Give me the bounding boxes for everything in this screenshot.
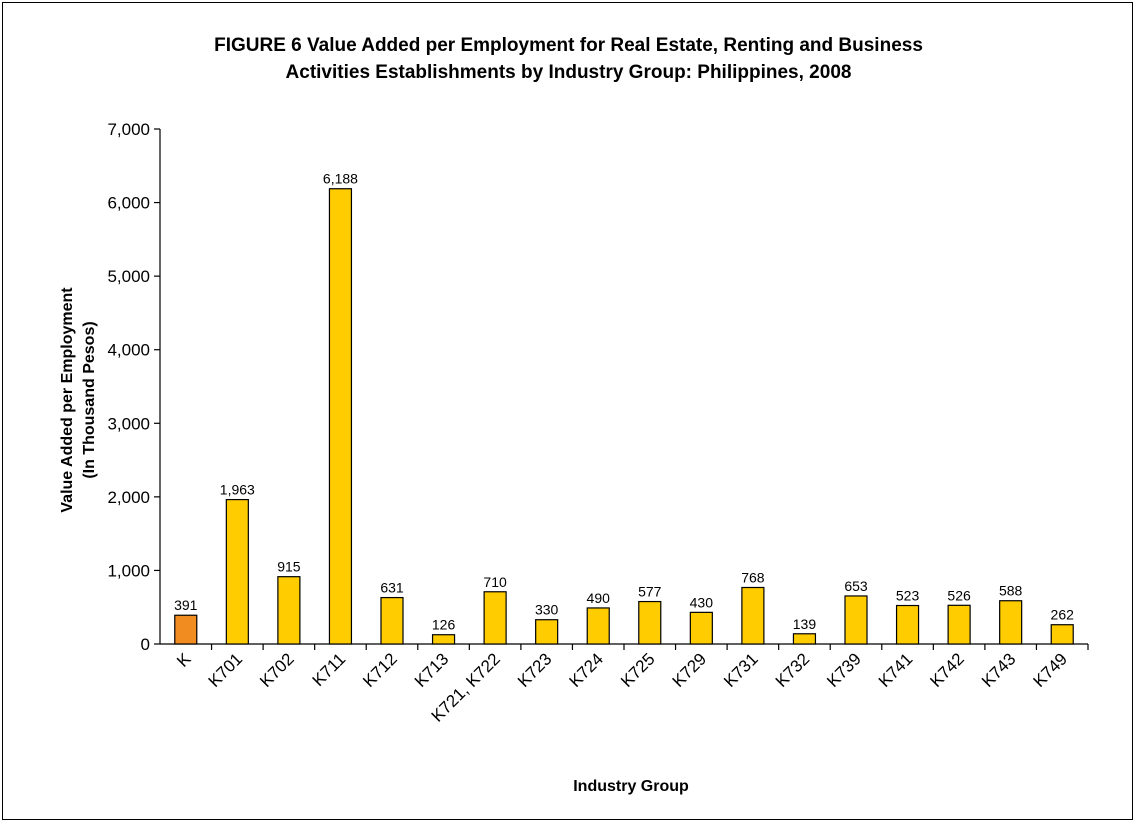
x-tick-label: K711 bbox=[309, 649, 350, 690]
bar-k721-k722 bbox=[483, 591, 507, 645]
data-label: 430 bbox=[690, 594, 714, 610]
bar-k741 bbox=[895, 604, 920, 645]
y-tick-label: 3,000 bbox=[107, 414, 150, 433]
bar-k723 bbox=[535, 619, 559, 645]
y-tick-label: 4,000 bbox=[107, 341, 150, 360]
data-label: 391 bbox=[174, 597, 198, 613]
y-tick-label: 6,000 bbox=[107, 194, 150, 213]
bar-k bbox=[174, 614, 198, 645]
data-label: 631 bbox=[380, 580, 404, 596]
bar-k731 bbox=[741, 586, 765, 645]
x-tick-label: K701 bbox=[205, 649, 247, 691]
data-label: 1,963 bbox=[220, 482, 255, 498]
y-tick-label: 7,000 bbox=[107, 120, 150, 139]
data-label: 588 bbox=[999, 583, 1023, 599]
y-tick-label: 1,000 bbox=[107, 561, 150, 580]
bar-k742 bbox=[947, 604, 971, 645]
x-tick-label: K742 bbox=[926, 649, 968, 691]
chart-title-line1: FIGURE 6 Value Added per Employment for … bbox=[214, 35, 923, 56]
plot-area: 0 1,000 2,000 3,000 4,000 5,000 6,000 7,000 391 K… bbox=[107, 120, 1089, 726]
y-axis-title-line2: (In Thousand Pesos) bbox=[81, 321, 98, 478]
x-tick-label: K743 bbox=[978, 649, 1020, 691]
x-tick-label: K741 bbox=[875, 649, 917, 691]
x-tick-label: K702 bbox=[256, 649, 298, 691]
x-tick-label: K739 bbox=[823, 649, 865, 691]
bar-k712 bbox=[380, 596, 404, 645]
data-label: 139 bbox=[793, 616, 817, 632]
bar-k702 bbox=[277, 576, 301, 645]
bar-k749 bbox=[1050, 624, 1074, 645]
bar-k711 bbox=[328, 188, 353, 645]
x-tick-label: K713 bbox=[411, 649, 453, 691]
x-tick-label: K725 bbox=[617, 649, 659, 691]
x-tick-label: K729 bbox=[669, 649, 711, 691]
x-tick-label: K723 bbox=[514, 649, 556, 691]
data-label: 768 bbox=[741, 569, 765, 585]
data-label: 523 bbox=[896, 588, 920, 604]
data-label: 6,188 bbox=[323, 171, 358, 187]
data-label: 262 bbox=[1051, 607, 1075, 623]
x-tick-label: K731 bbox=[720, 649, 762, 691]
x-tick-label: K732 bbox=[772, 649, 814, 691]
x-tick-label: K bbox=[173, 649, 195, 671]
y-tick-label: 2,000 bbox=[107, 488, 150, 507]
chart-title-line2: Activities Establishments by Industry Gr… bbox=[285, 62, 852, 83]
x-tick-label: K749 bbox=[1030, 649, 1072, 691]
data-label: 710 bbox=[483, 574, 507, 590]
data-label: 126 bbox=[432, 617, 456, 633]
x-axis-title: Industry Group bbox=[573, 778, 689, 795]
bar-k739 bbox=[844, 595, 868, 645]
bar-k713 bbox=[431, 634, 456, 645]
bar-k743 bbox=[999, 600, 1023, 645]
x-tick-label: K724 bbox=[566, 649, 608, 691]
bar-k729 bbox=[689, 611, 713, 645]
data-label: 490 bbox=[587, 590, 611, 606]
bar-k732 bbox=[792, 633, 817, 645]
y-axis-title-line1: Value Added per Employment bbox=[59, 287, 76, 513]
y-tick-label: 0 bbox=[141, 635, 150, 654]
x-tick-label: K712 bbox=[359, 649, 401, 691]
data-label: 330 bbox=[535, 602, 559, 618]
data-label: 526 bbox=[947, 587, 971, 603]
bar-k725 bbox=[638, 600, 662, 645]
y-axis-title: Value Added per Employment (In Thousand … bbox=[59, 287, 98, 513]
data-label: 577 bbox=[638, 584, 662, 600]
bar-k701 bbox=[225, 498, 249, 645]
bar-k724 bbox=[586, 607, 610, 645]
y-tick-label: 5,000 bbox=[107, 267, 150, 286]
data-label: 915 bbox=[277, 559, 301, 575]
data-label: 653 bbox=[844, 578, 868, 594]
